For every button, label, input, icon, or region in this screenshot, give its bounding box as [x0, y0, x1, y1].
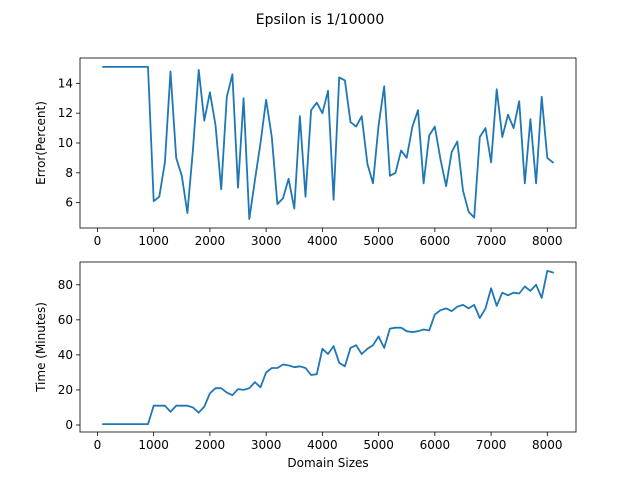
y-tick-label: 20 [58, 383, 73, 397]
x-tick-label: 4000 [307, 234, 338, 248]
x-tick-label: 3000 [251, 438, 282, 452]
y-axis-label: Time (Minutes) [34, 302, 48, 393]
x-tick-label: 6000 [420, 234, 451, 248]
x-tick-label: 3000 [251, 234, 282, 248]
y-tick-label: 0 [65, 418, 73, 432]
x-tick-label: 6000 [420, 438, 451, 452]
x-tick-label: 2000 [195, 438, 226, 452]
series-line-0-0 [102, 66, 555, 221]
y-axis-label: Error(Percent) [34, 101, 48, 185]
axes-frame [79, 261, 577, 433]
error-subplot: 0 1000 2000 3000 4000 5000 6000 7000 8000 6 8 10 12 1… [34, 57, 577, 248]
x-tick-label: 7000 [476, 234, 507, 248]
x-axis-label: Domain Sizes [287, 456, 368, 470]
axes-frame [79, 57, 577, 229]
x-tick-label: 1000 [138, 234, 169, 248]
y-tick-label: 6 [65, 196, 73, 210]
y-tick-label: 10 [58, 136, 73, 150]
x-tick-label: 4000 [307, 438, 338, 452]
x-tick-label: 8000 [532, 234, 563, 248]
x-tick-label: 5000 [363, 438, 394, 452]
x-tick-label: 2000 [195, 234, 226, 248]
y-tick-label: 8 [65, 166, 73, 180]
y-tick-label: 14 [58, 76, 73, 90]
y-tick-label: 12 [58, 106, 73, 120]
x-tick-label: 8000 [532, 438, 563, 452]
x-tick-label: 7000 [476, 438, 507, 452]
y-tick-label: 60 [58, 313, 73, 327]
x-tick-label: 0 [94, 234, 102, 248]
time-subplot: 0 1000 2000 3000 4000 5000 6000 7000 8000 0 20 40 60… [34, 261, 577, 470]
y-tick-label: 40 [58, 348, 73, 362]
x-tick-label: 5000 [363, 234, 394, 248]
x-tick-label: 0 [94, 438, 102, 452]
y-tick-label: 80 [58, 278, 73, 292]
x-tick-label: 1000 [138, 438, 169, 452]
series-line-1-0 [102, 269, 555, 426]
figure-title: Epsilon is 1/10000 [256, 12, 385, 28]
